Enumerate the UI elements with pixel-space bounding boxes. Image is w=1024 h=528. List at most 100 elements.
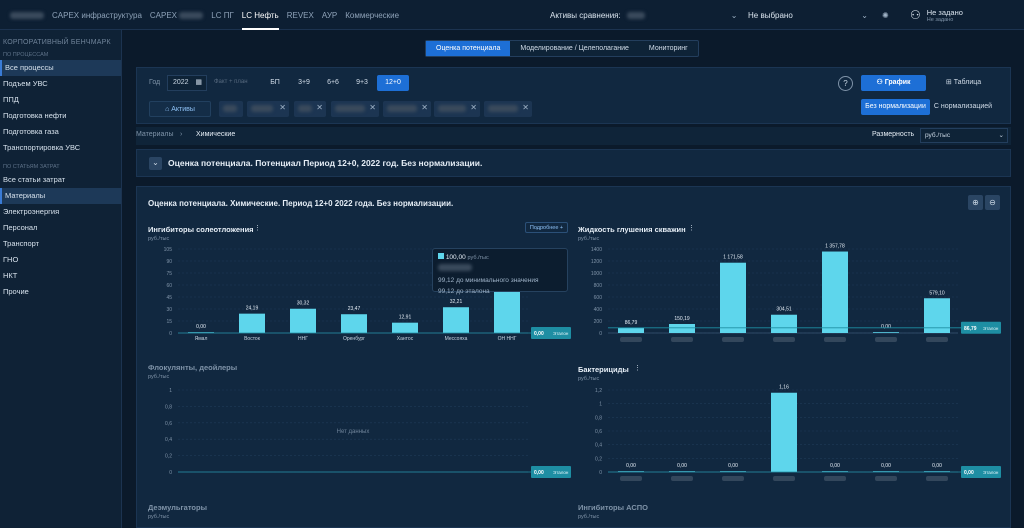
sidebar-section-title: ПО ПРОЦЕССАМ (3, 52, 49, 58)
logo (10, 11, 44, 19)
nav-capex[interactable]: CAPEX (150, 11, 204, 20)
period-bp[interactable]: БП (270, 79, 280, 86)
top-nav: CAPEX инфраструктура CAPEX LC ПГ LC Нефт… (0, 0, 399, 30)
assets-button[interactable]: ⌂ Активы (149, 101, 211, 117)
normalization-button[interactable]: С нормализацией (933, 103, 993, 110)
table-view-button[interactable]: ⊞ Таблица (945, 79, 982, 86)
period-12-0[interactable]: 12+0 (377, 75, 409, 91)
more-icon[interactable]: ⋮ (634, 365, 641, 372)
sidebar-item[interactable]: Подъем УВС (3, 79, 48, 88)
breadcrumb-separator: › (180, 131, 183, 138)
settings-icon[interactable]: ✺ (882, 10, 889, 20)
user-name: Не задано (926, 7, 963, 17)
breadcrumb: Материалы › Химические Размерность руб./… (136, 127, 1011, 145)
nav-commercial[interactable]: Коммерческие (345, 10, 400, 20)
period-3-9[interactable]: 3+9 (298, 79, 310, 86)
help-icon[interactable]: ? (838, 76, 853, 91)
asset-chip[interactable]: ✕ (331, 101, 379, 117)
year-select[interactable]: 2022 ▦ (167, 75, 207, 91)
tooltip-line-ref: 99,12 до эталона (438, 288, 490, 295)
period-9-3[interactable]: 9+3 (356, 79, 368, 86)
chart-title-demulsifiers: Деэмульгаторы (148, 503, 207, 512)
sidebar-item[interactable]: Подготовка нефти (3, 111, 67, 120)
tooltip-line-min: 99,12 до минимального значения (438, 277, 539, 284)
close-icon[interactable]: ✕ (316, 103, 323, 112)
more-icon[interactable]: ⋮ (254, 225, 261, 232)
asset-chip[interactable]: ✕ (383, 101, 431, 117)
nav-capex-infra[interactable]: CAPEX инфраструктура (52, 10, 142, 20)
nav-revex[interactable]: REVEX (286, 10, 314, 20)
zoom-in-icon[interactable]: ⊕ (968, 195, 983, 210)
dimension-select[interactable]: руб./тыс ⌄ (920, 128, 1008, 143)
asset-chip[interactable] (219, 101, 243, 117)
nav-lc-oil[interactable]: LC Нефть (241, 11, 279, 30)
sidebar-item[interactable]: ГНО (3, 255, 19, 264)
close-icon[interactable]: ✕ (421, 103, 428, 112)
sidebar-item[interactable]: Все статьи затрат (3, 175, 66, 184)
sidebar-item[interactable]: Подготовка газа (3, 127, 59, 136)
sidebar-item[interactable]: Материалы (0, 188, 121, 204)
chart-title-aspo: Ингибиторы АСПО (578, 503, 648, 512)
chart-unit: руб./тыс (578, 376, 600, 382)
chart-unit: руб./тыс (148, 236, 170, 242)
details-button[interactable]: Подробнее + (525, 222, 568, 233)
chart-tooltip: 100,00 руб./тыс 99,12 до минимального зн… (432, 248, 568, 295)
chart-view-button[interactable]: ⚇ График (861, 75, 926, 91)
tooltip-value: 100,00 (445, 254, 466, 261)
asset-chip[interactable]: ✕ (484, 101, 532, 117)
close-icon[interactable]: ✕ (470, 103, 477, 112)
tab-potential[interactable]: Оценка потенциала (426, 41, 511, 56)
user-icon: ⚇ (910, 8, 921, 22)
section-title: Оценка потенциала. Потенциал Период 12+0… (168, 158, 483, 168)
sidebar-item[interactable]: НКТ (3, 271, 18, 280)
sidebar-item[interactable]: Прочие (3, 287, 29, 296)
sidebar-item[interactable]: Транспорт (3, 239, 40, 248)
no-normalization-button[interactable]: Без нормализации (861, 99, 930, 115)
chart-title: Ингибиторы солеотложения (148, 225, 254, 234)
home-icon: ⌂ (165, 106, 170, 113)
tab-modeling[interactable]: Моделирование / Целеполагание (520, 45, 629, 52)
close-icon[interactable]: ✕ (369, 103, 376, 112)
tooltip-unit: руб./тыс (467, 255, 489, 261)
chevron-down-icon: ⌄ (730, 10, 738, 20)
zoom-out-icon[interactable]: ⊖ (985, 195, 1000, 210)
chart-title: Бактерициды (578, 365, 629, 374)
tab-monitoring[interactable]: Мониторинг (648, 45, 688, 52)
period-6-6[interactable]: 6+6 (327, 79, 339, 86)
sidebar-item[interactable]: Персонал (3, 223, 38, 232)
user-menu[interactable]: ⚇ Не задано Не задано (910, 0, 963, 30)
table-icon: ⊞ (945, 79, 952, 86)
panel-title: Оценка потенциала. Химические. Период 12… (148, 199, 454, 208)
sidebar-section-title: ПО СТАТЬЯМ ЗАТРАТ (3, 164, 60, 170)
close-icon[interactable]: ✕ (279, 103, 286, 112)
dimension-label: Размерность (872, 131, 915, 138)
nav-aur[interactable]: АУР (321, 10, 338, 20)
compare-select[interactable]: Не выбрано ⌄ (748, 10, 868, 20)
sidebar: КОРПОРАТИВНЫЙ БЕНЧМАРК ПО ПРОЦЕССАМ Все п… (0, 30, 122, 528)
charts-panel: Оценка потенциала. Химические. Период 12… (136, 186, 1011, 528)
chevron-down-icon: ⌄ (998, 132, 1004, 139)
chart-unit: руб./тыс (578, 236, 600, 242)
breadcrumb-root[interactable]: Материалы (136, 131, 174, 138)
nav-lc-pg[interactable]: LC ПГ (211, 10, 234, 20)
asset-chip[interactable]: ✕ (294, 101, 326, 117)
sidebar-item[interactable]: Все процессы (0, 60, 121, 76)
top-bar: CAPEX инфраструктура CAPEX LC ПГ LC Нефт… (0, 0, 1024, 30)
calendar-icon: ▦ (195, 79, 202, 86)
sidebar-item[interactable]: Электроэнергия (3, 207, 60, 216)
chart-unit: руб./тыс (578, 514, 600, 520)
more-icon[interactable]: ⋮ (688, 225, 695, 232)
collapse-icon[interactable]: ⌄ (149, 157, 162, 170)
asset-chip[interactable]: ✕ (434, 101, 480, 117)
legend-swatch (438, 253, 444, 259)
compare-assets[interactable]: Активы сравнения: ⌄ (550, 10, 738, 20)
section-header: ⌄ Оценка потенциала. Потенциал Период 12… (136, 149, 1011, 177)
sidebar-item[interactable]: Транспортировка УВС (3, 143, 81, 152)
fact-plan-label: Факт + план (214, 79, 248, 85)
year-label: Год (149, 79, 161, 86)
close-icon[interactable]: ✕ (522, 103, 529, 112)
asset-chip[interactable]: ✕ (247, 101, 289, 117)
breadcrumb-current: Химические (196, 131, 236, 138)
chart-icon: ⚇ (876, 79, 883, 86)
sidebar-item[interactable]: ППД (3, 95, 19, 104)
